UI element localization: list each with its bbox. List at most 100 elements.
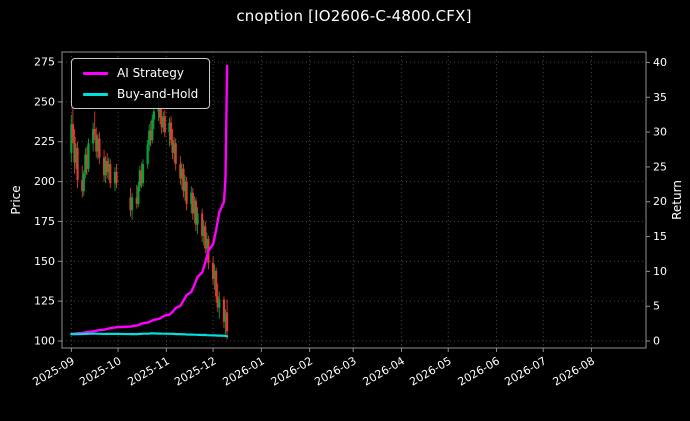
candle-body <box>85 154 89 169</box>
candle-body <box>215 270 218 297</box>
candle-body <box>171 140 174 153</box>
y-axis-tick-label-left: 125 <box>34 295 55 308</box>
y-axis-tick-label-right: 35 <box>653 91 667 104</box>
candle-body <box>76 148 79 180</box>
y-axis-tick-label-right: 30 <box>653 126 667 139</box>
candle-body <box>180 168 184 179</box>
candle-body <box>113 172 117 184</box>
candle-body <box>102 157 106 176</box>
candle-body <box>218 299 221 308</box>
candle-body <box>185 181 188 204</box>
candle-body <box>129 197 132 211</box>
candle-body <box>196 213 199 225</box>
y-axis-tick-label-right: 0 <box>653 335 660 348</box>
legend-label-ai-strategy: AI Strategy <box>117 66 184 80</box>
candle-body <box>202 226 205 236</box>
candle-body <box>93 128 96 136</box>
candle-body <box>104 160 107 176</box>
y-axis-tick-label-right: 20 <box>653 195 667 208</box>
candle-body <box>190 192 193 204</box>
candle-body <box>140 170 143 184</box>
y-axis-tick-label-left: 150 <box>34 255 55 268</box>
candle-body <box>95 135 98 152</box>
x-axis-tick-label: 2025-10 <box>77 354 123 388</box>
candlestick-series <box>70 98 229 340</box>
candle-body <box>84 154 87 174</box>
y-axis-tick-label-left: 225 <box>34 135 55 148</box>
candle-body <box>115 172 118 184</box>
candle-body <box>222 299 226 322</box>
candle-body <box>149 130 152 141</box>
legend-item-ai-strategy: AI Strategy <box>83 66 198 80</box>
legend-item-buy-and-hold: Buy-and-Hold <box>83 87 198 101</box>
x-axis-tick-label: 2026-06 <box>456 354 502 388</box>
candle-body <box>98 138 101 158</box>
y-axis-tick-label-left: 100 <box>34 334 55 347</box>
candle-body <box>109 164 112 184</box>
candle-body <box>179 164 182 179</box>
candle-body <box>225 312 229 332</box>
x-axis-tick-label: 2026-08 <box>551 354 597 388</box>
y-axis-tick-label-right: 10 <box>653 265 667 278</box>
x-axis-tick-label: 2026-05 <box>407 354 453 388</box>
candle-body <box>148 130 151 145</box>
y-axis-tick-label-right: 5 <box>653 300 660 313</box>
candle-body <box>194 200 198 225</box>
candle-body <box>74 148 78 163</box>
candle-body <box>107 164 110 173</box>
ai-strategy-line-swatch <box>83 71 108 75</box>
candle-body <box>169 122 173 141</box>
x-axis-tick-label: 2026-07 <box>502 354 548 388</box>
x-axis-tick-label: 2025-11 <box>126 354 172 388</box>
candle-body <box>211 262 215 279</box>
candle-body <box>141 164 145 184</box>
x-axis-tick-label: 2025-12 <box>172 354 218 388</box>
candle-body <box>224 315 227 322</box>
candle-body <box>162 116 165 128</box>
y-axis-label-return: Return <box>670 180 684 220</box>
candle-body <box>106 160 109 173</box>
y-axis-tick-label-right: 40 <box>653 56 667 69</box>
buy-and-hold-line-swatch <box>83 92 108 96</box>
x-axis-tick-label: 2025-09 <box>31 354 77 388</box>
candle-body <box>135 197 138 204</box>
axis-ticks <box>58 61 650 352</box>
buy-and-hold-line <box>70 332 229 338</box>
candle-body <box>183 181 187 192</box>
candle-body <box>213 270 216 279</box>
candle-body <box>159 106 162 118</box>
candle-body <box>130 197 134 211</box>
candle-body <box>157 106 160 112</box>
y-axis-tick-label-right: 15 <box>653 230 667 243</box>
candle-body <box>152 111 155 120</box>
candle-body <box>151 119 154 141</box>
candle-body <box>168 122 171 133</box>
y-axis-tick-label-left: 200 <box>34 175 55 188</box>
candle-body <box>71 124 74 137</box>
y-axis-tick-label-left: 175 <box>34 215 55 228</box>
candle-body <box>96 138 99 152</box>
candle-body <box>174 143 177 165</box>
y-axis-tick-label-left: 250 <box>34 95 55 108</box>
grid-lines <box>62 52 646 348</box>
candle-body <box>193 200 196 214</box>
ai-strategy-line <box>70 64 229 336</box>
legend-label-buy-and-hold: Buy-and-Hold <box>117 87 199 101</box>
candle-body <box>81 180 84 192</box>
y-axis-tick-label-right: 25 <box>653 160 667 173</box>
candle-body <box>160 117 163 128</box>
candle-body <box>82 173 85 192</box>
candle-body <box>173 143 176 153</box>
x-axis-tick-label: 2026-04 <box>361 354 407 388</box>
candle-body <box>216 296 219 308</box>
candle-body <box>191 192 194 214</box>
x-axis-tick-label: 2026-01 <box>221 354 267 388</box>
candle-body <box>204 226 207 249</box>
candle-body <box>87 143 90 169</box>
candle-body <box>182 168 185 192</box>
y-axis-label-price: Price <box>9 185 23 215</box>
candle-body <box>201 213 204 236</box>
candle-body <box>205 238 208 249</box>
